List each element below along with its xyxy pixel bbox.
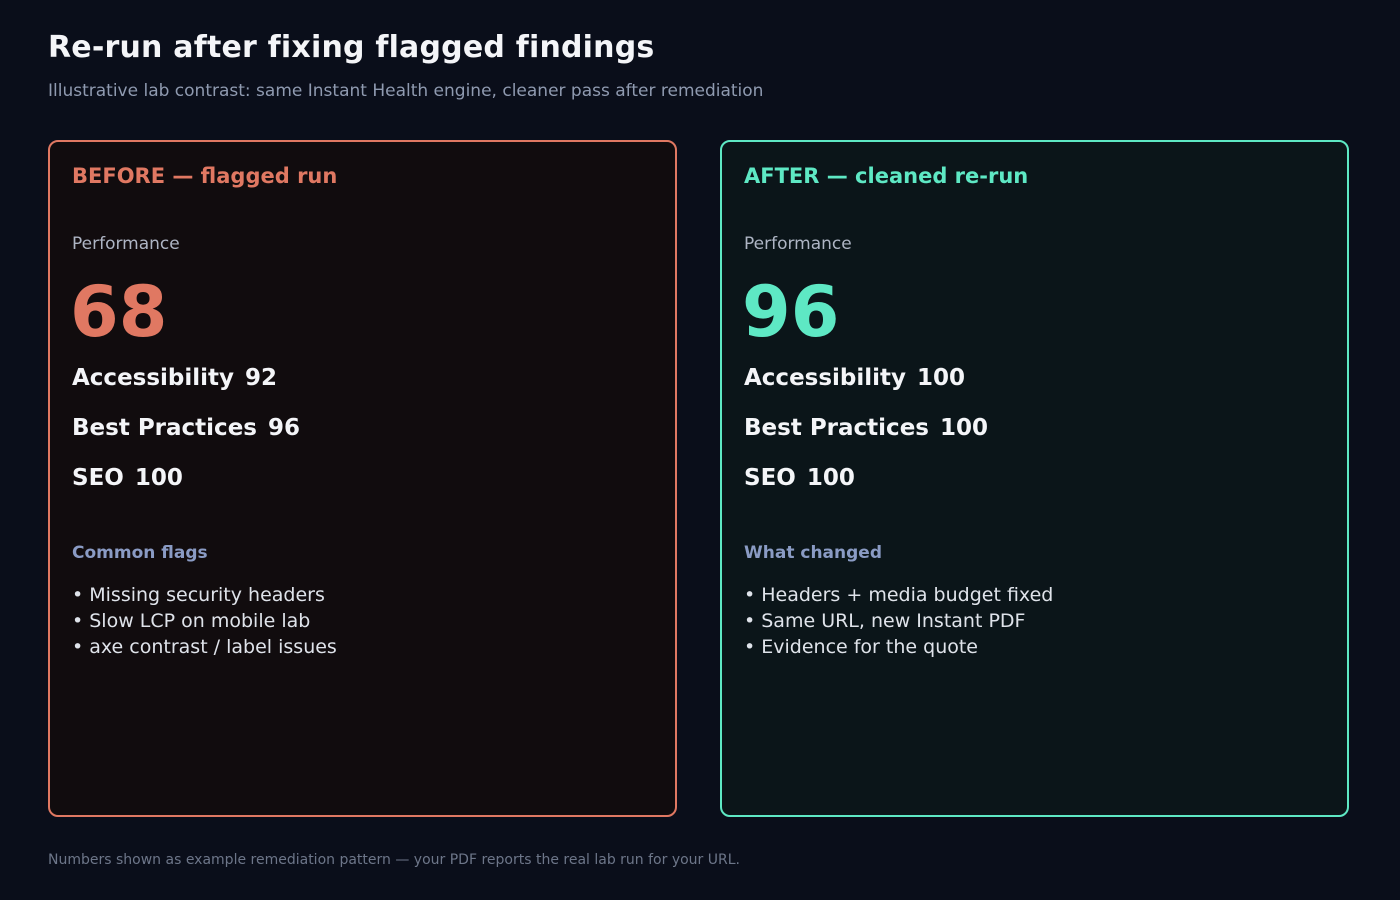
metric-label: SEO — [744, 465, 796, 491]
after-performance-label: Performance — [744, 234, 852, 254]
metric-label: Accessibility — [72, 365, 235, 391]
footnote: Numbers shown as example remediation pat… — [48, 852, 740, 868]
metric-value: 96 — [267, 415, 300, 441]
after-performance-score: 96 — [742, 271, 840, 353]
metric-value: 100 — [806, 465, 855, 491]
after-metric-best-practices: Best Practices 100 — [744, 415, 988, 441]
list-item: axe contrast / label issues — [72, 634, 337, 660]
before-card: BEFORE — flagged run Performance 68 Acce… — [48, 140, 677, 817]
before-metric-seo: SEO 100 — [72, 465, 183, 491]
list-item: Headers + media budget fixed — [744, 582, 1053, 608]
after-card-title: AFTER — cleaned re-run — [744, 164, 1029, 188]
before-performance-label: Performance — [72, 234, 180, 254]
after-change-list: Headers + media budget fixed Same URL, n… — [744, 582, 1053, 660]
before-metric-accessibility: Accessibility 92 — [72, 365, 277, 391]
before-performance-score: 68 — [70, 271, 168, 353]
list-item: Missing security headers — [72, 582, 337, 608]
list-item: Slow LCP on mobile lab — [72, 608, 337, 634]
after-card: AFTER — cleaned re-run Performance 96 Ac… — [720, 140, 1349, 817]
metric-label: SEO — [72, 465, 124, 491]
before-flag-list: Missing security headers Slow LCP on mob… — [72, 582, 337, 660]
list-item: Evidence for the quote — [744, 634, 1053, 660]
metric-label: Accessibility — [744, 365, 907, 391]
after-metric-seo: SEO 100 — [744, 465, 855, 491]
after-list-heading: What changed — [744, 543, 882, 563]
list-item: Same URL, new Instant PDF — [744, 608, 1053, 634]
before-card-title: BEFORE — flagged run — [72, 164, 338, 188]
metric-value: 100 — [939, 415, 988, 441]
page-subtitle: Illustrative lab contrast: same Instant … — [48, 81, 764, 101]
metric-value: 100 — [917, 365, 966, 391]
page-title: Re-run after fixing flagged findings — [48, 30, 655, 65]
before-list-heading: Common flags — [72, 543, 208, 563]
after-metric-accessibility: Accessibility 100 — [744, 365, 965, 391]
metric-label: Best Practices — [72, 415, 257, 441]
metric-value: 100 — [134, 465, 183, 491]
metric-label: Best Practices — [744, 415, 929, 441]
metric-value: 92 — [245, 365, 278, 391]
before-metric-best-practices: Best Practices 96 — [72, 415, 300, 441]
